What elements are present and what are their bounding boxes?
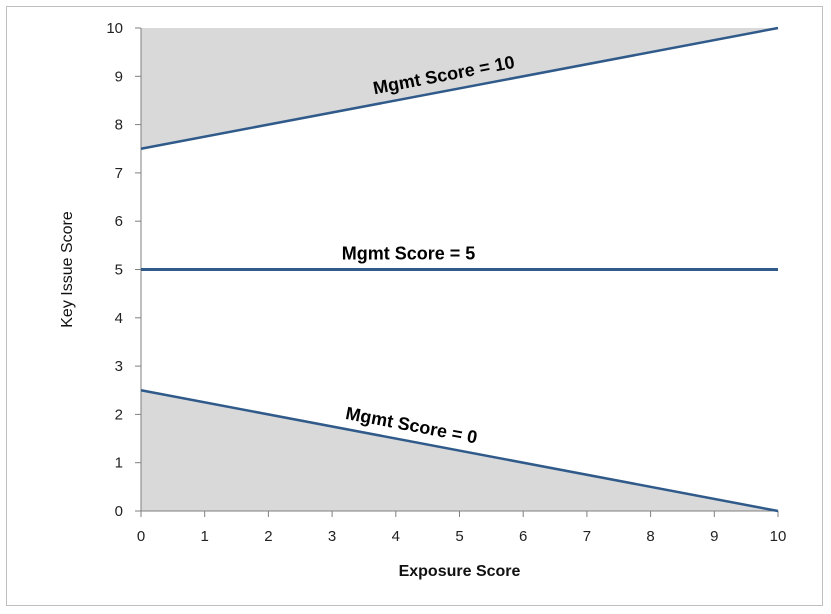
y-tick-label: 8	[115, 117, 123, 134]
x-tick-label: 9	[710, 528, 718, 545]
series-line-3	[140, 389, 779, 513]
x-tick-label: 6	[519, 528, 527, 545]
tick-labels: 0 1 2 3 4 5 6 7 8 9 10 0 1 2 3 4 5 6 7 8 9 10	[106, 20, 786, 545]
x-tick-label: 3	[328, 528, 336, 545]
x-tick-label: 1	[201, 528, 209, 545]
series-lines	[140, 26, 779, 513]
x-tick-label: 7	[583, 528, 591, 545]
y-tick-label: 1	[115, 455, 123, 472]
y-tick-label: 3	[115, 358, 123, 375]
y-tick-label: 4	[115, 310, 123, 327]
y-tick-label: 9	[115, 68, 123, 85]
y-tick-label: 7	[115, 165, 123, 182]
x-tick-label: 0	[137, 528, 145, 545]
series-line-1	[140, 26, 779, 150]
x-tick-label: 5	[455, 528, 463, 545]
y-tick-label: 2	[115, 406, 123, 423]
axes	[135, 27, 779, 517]
y-tick-label: 10	[106, 20, 123, 37]
x-tick-label: 10	[770, 528, 787, 545]
x-axis-title: Exposure Score	[399, 563, 521, 580]
y-tick-label: 6	[115, 213, 123, 230]
y-tick-label: 0	[115, 503, 123, 520]
y-axis-title: Key Issue Score	[59, 211, 76, 328]
x-tick-label: 2	[264, 528, 272, 545]
x-tick-label: 4	[392, 528, 400, 545]
x-tick-label: 8	[646, 528, 654, 545]
series-label-2: Mgmt Score = 5	[342, 244, 476, 264]
y-tick-label: 5	[115, 262, 123, 279]
